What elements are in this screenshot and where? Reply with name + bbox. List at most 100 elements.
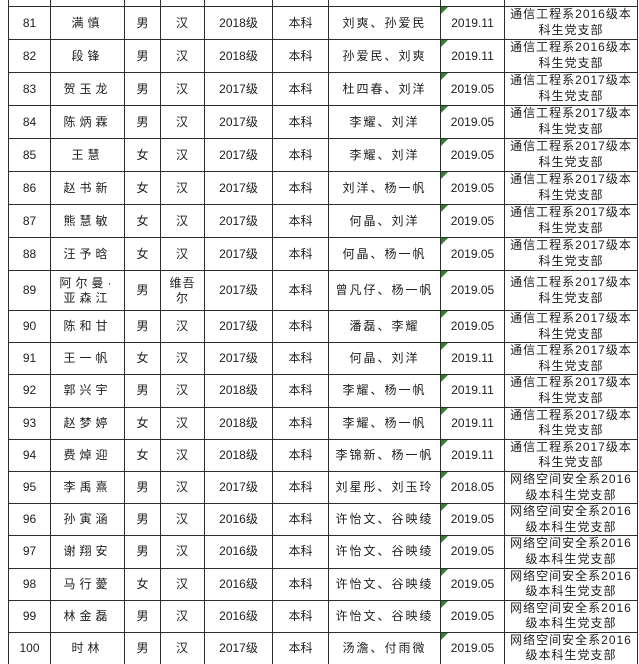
cell-grade[interactable]: 2017级 (204, 204, 273, 238)
cell-ethnicity[interactable]: 汉 (160, 204, 205, 238)
cell-row-number[interactable]: 84 (8, 105, 51, 139)
cell-row-number[interactable]: 96 (8, 503, 51, 537)
cell-ethnicity[interactable]: 汉 (160, 105, 205, 139)
cell-gender[interactable]: 女 (124, 171, 161, 205)
cell-branch[interactable]: 通信工程系2016级本 科生党支部 (504, 39, 638, 73)
cell-branch[interactable]: 通信工程系2017级本 科生党支部 (504, 204, 638, 238)
cell-row-number[interactable]: 99 (8, 599, 51, 633)
cell-ethnicity[interactable]: 汉 (160, 470, 205, 505)
cell-degree[interactable]: 本科 (272, 599, 329, 633)
cell-ethnicity[interactable]: 汉 (160, 6, 205, 40)
cell-ethnicity[interactable]: 汉 (160, 309, 205, 344)
cell-ethnicity[interactable]: 汉 (160, 438, 205, 472)
cell-date[interactable]: 2019.11 (440, 342, 505, 376)
cell-name[interactable]: 孙寅涵 (50, 503, 125, 537)
cell-gender[interactable]: 男 (124, 503, 161, 537)
cell-name[interactable]: 熊慧敏 (50, 204, 125, 238)
cell-grade[interactable]: 2017级 (204, 138, 273, 172)
cell-row-number[interactable]: 83 (8, 72, 51, 106)
cell-introducers[interactable]: 何晶、杨一帆 (328, 237, 441, 271)
cell-ethnicity[interactable]: 汉 (160, 535, 205, 569)
cell-row-number[interactable]: 97 (8, 535, 51, 569)
cell-degree[interactable]: 本科 (272, 171, 329, 205)
cell-name[interactable]: 王一帆 (50, 342, 125, 376)
cell-row-number[interactable]: 91 (8, 342, 51, 376)
cell-grade[interactable]: 2018级 (204, 374, 273, 408)
cell-date[interactable]: 2019.05 (440, 237, 505, 271)
cell-row-number[interactable]: 81 (8, 6, 51, 40)
cell-degree[interactable]: 本科 (272, 342, 329, 376)
cell-gender[interactable]: 女 (124, 342, 161, 376)
cell-degree[interactable]: 本科 (272, 406, 329, 440)
cell-row-number[interactable]: 90 (8, 309, 51, 344)
cell-name[interactable]: 郭兴宇 (50, 374, 125, 408)
cell-row-number[interactable]: 94 (8, 438, 51, 472)
cell-date[interactable]: 2019.11 (440, 406, 505, 440)
cell-introducers[interactable]: 汤澹、付雨微 (328, 631, 441, 664)
cell-branch[interactable]: 通信工程系2017级本 科生党支部 (504, 72, 638, 106)
cell-branch[interactable]: 通信工程系2017级本 科生党支部 (504, 374, 638, 408)
cell-date[interactable]: 2019.11 (440, 374, 505, 408)
cell-name[interactable]: 汪予晗 (50, 237, 125, 271)
cell-row-number[interactable]: 86 (8, 171, 51, 205)
cell-date[interactable]: 2019.05 (440, 503, 505, 537)
cell-branch[interactable]: 通信工程系2017级本 科生党支部 (504, 438, 638, 472)
cell-gender[interactable]: 男 (124, 39, 161, 73)
cell-grade[interactable]: 2017级 (204, 309, 273, 344)
cell-introducers[interactable]: 何晶、刘洋 (328, 342, 441, 376)
cell-degree[interactable]: 本科 (272, 39, 329, 73)
cell-grade[interactable]: 2017级 (204, 270, 273, 311)
cell-gender[interactable]: 男 (124, 599, 161, 633)
cell-introducers[interactable]: 杜四春、刘洋 (328, 72, 441, 106)
cell-branch[interactable]: 通信工程系2016级本 科生党支部 (504, 6, 638, 40)
cell-degree[interactable]: 本科 (272, 6, 329, 40)
cell-date[interactable]: 2019.05 (440, 599, 505, 633)
cell-introducers[interactable]: 李耀、杨一帆 (328, 374, 441, 408)
cell-date[interactable]: 2019.11 (440, 438, 505, 472)
cell-grade[interactable]: 2017级 (204, 72, 273, 106)
cell-degree[interactable]: 本科 (272, 309, 329, 344)
cell-row-number[interactable]: 89 (8, 270, 51, 311)
cell-branch[interactable]: 通信工程系2017级本 科生党支部 (504, 171, 638, 205)
cell-date[interactable]: 2019.05 (440, 270, 505, 311)
cell-ethnicity[interactable]: 维吾 尔 (160, 270, 205, 311)
cell-name[interactable]: 谢翔安 (50, 535, 125, 569)
cell-introducers[interactable]: 李耀、杨一帆 (328, 406, 441, 440)
cell-gender[interactable]: 男 (124, 6, 161, 40)
cell-branch[interactable]: 通信工程系2017级本 科生党支部 (504, 406, 638, 440)
cell-ethnicity[interactable]: 汉 (160, 631, 205, 664)
cell-introducers[interactable]: 许怡文、谷映绫 (328, 503, 441, 537)
cell-ethnicity[interactable]: 汉 (160, 39, 205, 73)
cell-grade[interactable]: 2017级 (204, 105, 273, 139)
cell-branch[interactable]: 网络空间安全系2016 级本科生党支部 (504, 599, 638, 633)
cell-degree[interactable]: 本科 (272, 237, 329, 271)
cell-ethnicity[interactable]: 汉 (160, 599, 205, 633)
cell-introducers[interactable]: 曾凡仔、杨一帆 (328, 270, 441, 311)
cell-gender[interactable]: 男 (124, 470, 161, 505)
cell-degree[interactable]: 本科 (272, 105, 329, 139)
cell-grade[interactable]: 2018级 (204, 6, 273, 40)
cell-branch[interactable]: 通信工程系2017级本 科生党支部 (504, 342, 638, 376)
cell-date[interactable]: 2019.05 (440, 309, 505, 344)
cell-ethnicity[interactable]: 汉 (160, 374, 205, 408)
cell-ethnicity[interactable]: 汉 (160, 237, 205, 271)
cell-degree[interactable]: 本科 (272, 270, 329, 311)
cell-gender[interactable]: 男 (124, 309, 161, 344)
cell-ethnicity[interactable]: 汉 (160, 171, 205, 205)
cell-name[interactable]: 赵书新 (50, 171, 125, 205)
cell-row-number[interactable]: 92 (8, 374, 51, 408)
cell-row-number[interactable]: 93 (8, 406, 51, 440)
cell-gender[interactable]: 女 (124, 406, 161, 440)
cell-degree[interactable]: 本科 (272, 138, 329, 172)
cell-row-number[interactable]: 85 (8, 138, 51, 172)
cell-name[interactable]: 段锋 (50, 39, 125, 73)
cell-grade[interactable]: 2017级 (204, 237, 273, 271)
cell-gender[interactable]: 女 (124, 438, 161, 472)
cell-gender[interactable]: 女 (124, 138, 161, 172)
cell-ethnicity[interactable]: 汉 (160, 567, 205, 601)
cell-date[interactable]: 2019.05 (440, 535, 505, 569)
cell-introducers[interactable]: 许怡文、谷映绫 (328, 535, 441, 569)
cell-degree[interactable]: 本科 (272, 535, 329, 569)
cell-ethnicity[interactable]: 汉 (160, 72, 205, 106)
cell-name[interactable]: 马行薆 (50, 567, 125, 601)
